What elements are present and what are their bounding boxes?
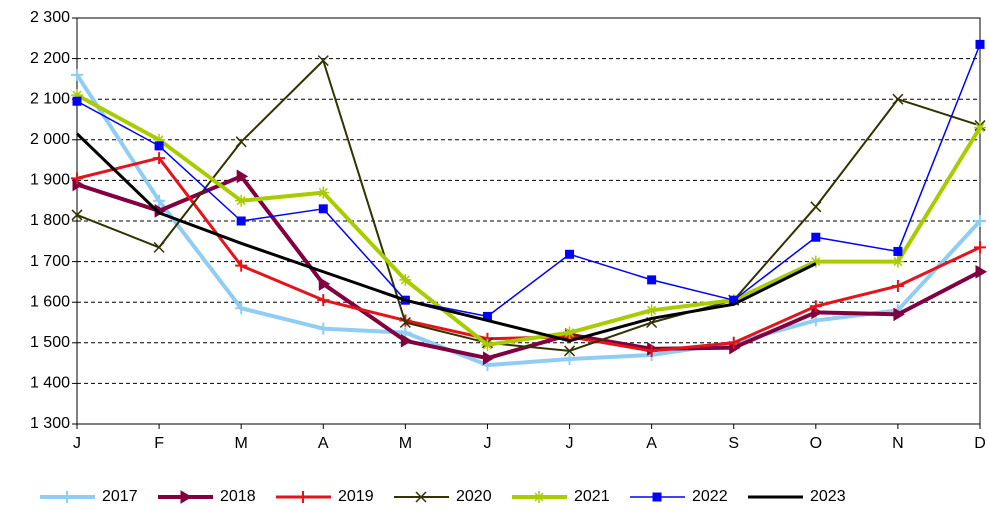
marker <box>975 264 987 279</box>
marker <box>810 201 822 213</box>
series-line <box>76 59 981 352</box>
series <box>72 39 985 321</box>
y-tick-label: 1 900 <box>30 172 70 189</box>
x-tick-label: S <box>728 435 739 452</box>
y-tick-label: 1 700 <box>30 253 70 270</box>
legend-label: 2022 <box>692 488 728 505</box>
y-tick-label: 2 100 <box>30 90 70 107</box>
marker <box>564 345 576 357</box>
marker <box>71 89 83 102</box>
marker <box>317 186 330 199</box>
series <box>75 132 817 343</box>
x-tick-label: J <box>73 435 81 452</box>
marker <box>72 96 82 106</box>
series-line <box>75 132 817 343</box>
x-tick-label: A <box>646 435 657 452</box>
marker <box>727 336 740 349</box>
marker <box>235 136 247 148</box>
marker <box>153 133 166 146</box>
marker <box>974 215 986 227</box>
marker <box>400 333 413 348</box>
marker <box>891 279 904 292</box>
marker <box>236 216 246 226</box>
marker <box>317 55 329 67</box>
marker <box>975 39 985 49</box>
marker <box>297 491 309 503</box>
marker <box>154 141 164 151</box>
marker <box>533 491 545 503</box>
marker <box>235 259 248 272</box>
x-tick-label: J <box>483 435 491 452</box>
marker <box>318 204 328 214</box>
x-tick-label: F <box>154 435 164 452</box>
legend-label: 2020 <box>456 488 492 505</box>
marker <box>481 338 494 351</box>
y-tick-label: 1 300 <box>30 415 70 432</box>
marker <box>317 294 330 307</box>
series-line <box>76 44 981 318</box>
legend-label: 2018 <box>220 488 256 505</box>
y-tick-label: 2 000 <box>30 131 70 148</box>
marker <box>811 232 821 242</box>
marker <box>235 194 248 207</box>
marker <box>647 275 657 285</box>
legend-label: 2021 <box>574 488 610 505</box>
marker <box>415 491 427 503</box>
marker <box>153 241 165 253</box>
marker <box>565 249 575 259</box>
y-tick-label: 1 500 <box>30 334 70 351</box>
marker <box>563 353 576 366</box>
marker <box>71 209 83 221</box>
marker <box>153 194 166 207</box>
x-tick-label: N <box>892 435 904 452</box>
y-tick-label: 2 300 <box>30 9 70 26</box>
legend-label: 2019 <box>338 488 374 505</box>
y-tick-label: 1 600 <box>30 293 70 310</box>
y-tick-label: 1 800 <box>30 212 70 229</box>
marker <box>563 326 576 339</box>
marker <box>180 490 192 504</box>
marker <box>974 121 986 134</box>
marker <box>893 246 903 256</box>
marker <box>645 344 658 357</box>
marker <box>809 255 822 268</box>
y-tick-label: 2 200 <box>30 50 70 67</box>
y-tick-label: 1 400 <box>30 375 70 392</box>
marker <box>71 172 83 185</box>
marker <box>61 491 73 503</box>
marker <box>891 255 904 268</box>
marker <box>645 304 658 317</box>
marker <box>318 277 331 291</box>
x-tick-label: J <box>566 435 574 452</box>
marker <box>236 169 249 184</box>
x-tick-label: D <box>974 435 986 452</box>
marker <box>652 492 662 502</box>
marker <box>892 93 904 105</box>
series <box>71 89 986 351</box>
x-tick-label: M <box>235 435 248 452</box>
marker <box>317 322 330 335</box>
x-tick-label: M <box>399 435 412 452</box>
marker <box>809 300 822 313</box>
marker <box>974 241 986 254</box>
series-line <box>76 93 982 347</box>
legend-label: 2017 <box>102 488 138 505</box>
marker <box>399 316 411 329</box>
marker <box>482 351 495 366</box>
marker <box>235 302 248 315</box>
marker <box>153 152 166 165</box>
x-tick-label: O <box>810 435 822 452</box>
series-line <box>75 73 982 368</box>
legend-label: 2023 <box>810 488 846 505</box>
x-tick-label: A <box>318 435 329 452</box>
marker <box>71 68 83 81</box>
marker <box>399 273 412 286</box>
marker <box>893 307 905 322</box>
